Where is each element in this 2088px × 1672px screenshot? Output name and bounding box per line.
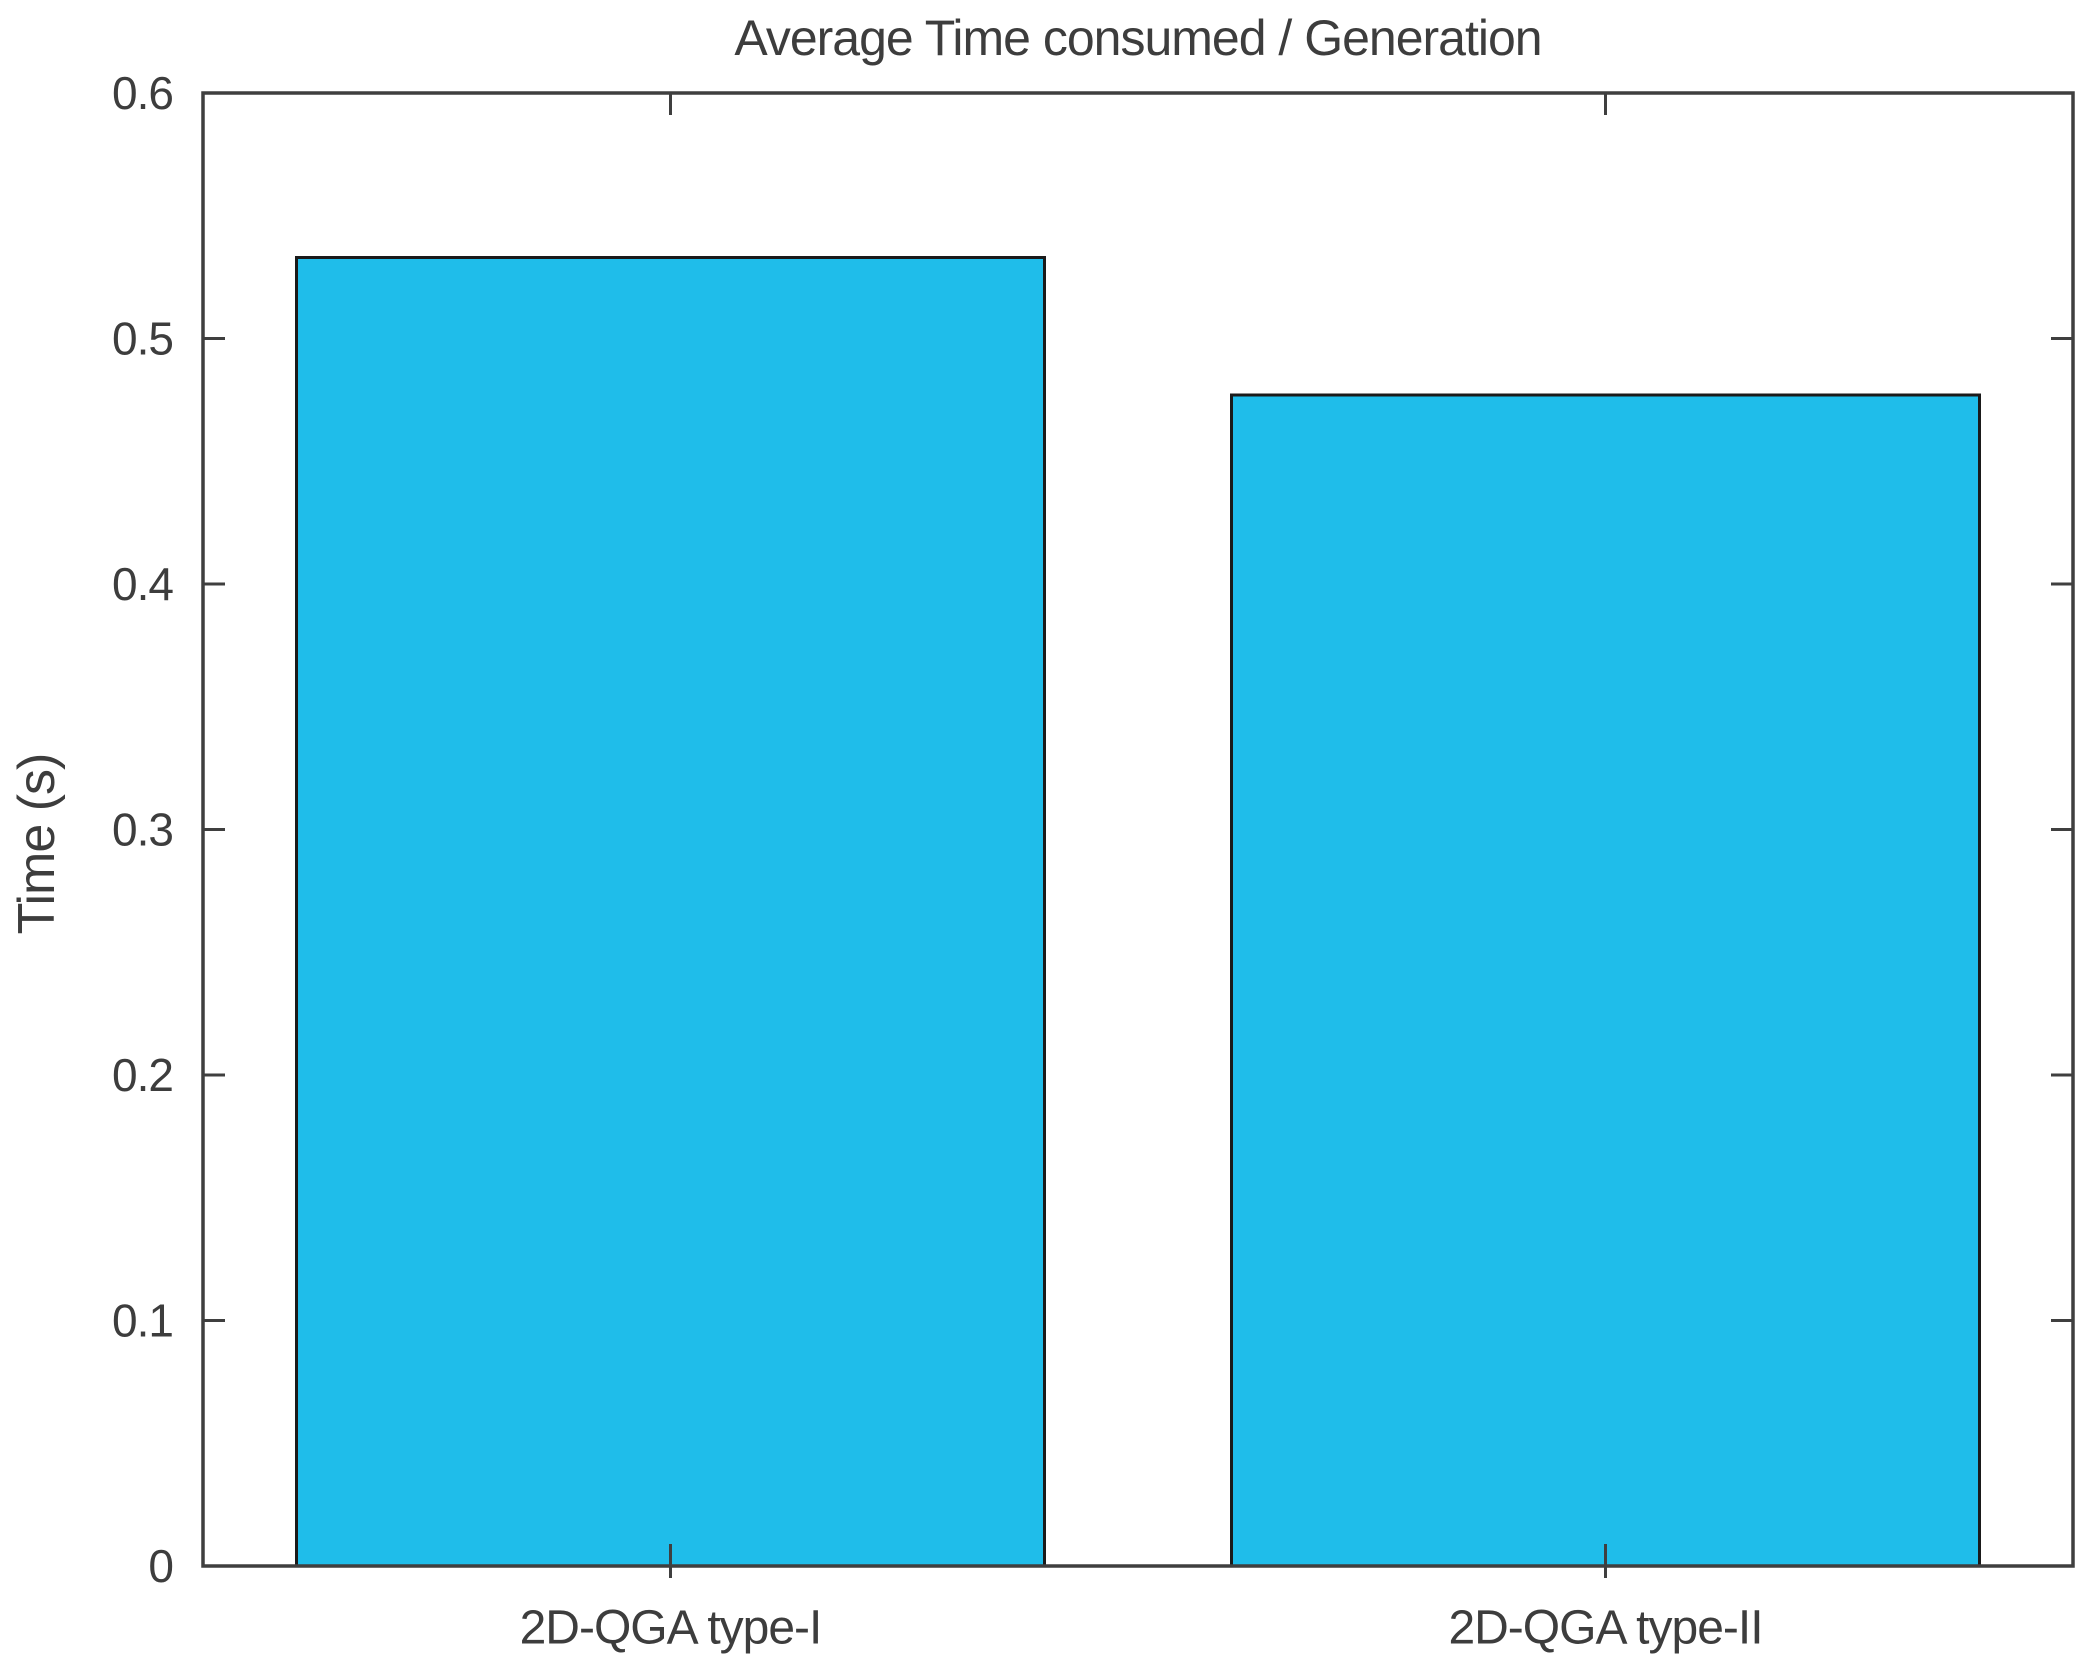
y-tick-label: 0 — [148, 1540, 173, 1592]
chart-title: Average Time consumed / Generation — [734, 10, 1542, 66]
bar-1 — [295, 256, 1046, 1568]
y-tick-label: 0.1 — [112, 1295, 173, 1347]
x-tick-label: 2D-QGA type-I — [520, 1602, 822, 1655]
y-tick-label: 0.3 — [112, 804, 173, 856]
x-tick-label: 2D-QGA type-II — [1448, 1602, 1762, 1655]
y-tick-label: 0.6 — [112, 67, 173, 119]
y-tick-label: 0.5 — [112, 313, 173, 365]
y-tick-label: 0.2 — [112, 1049, 173, 1101]
y-tick-label: 0.4 — [112, 558, 173, 610]
bar-2 — [1230, 393, 1981, 1568]
